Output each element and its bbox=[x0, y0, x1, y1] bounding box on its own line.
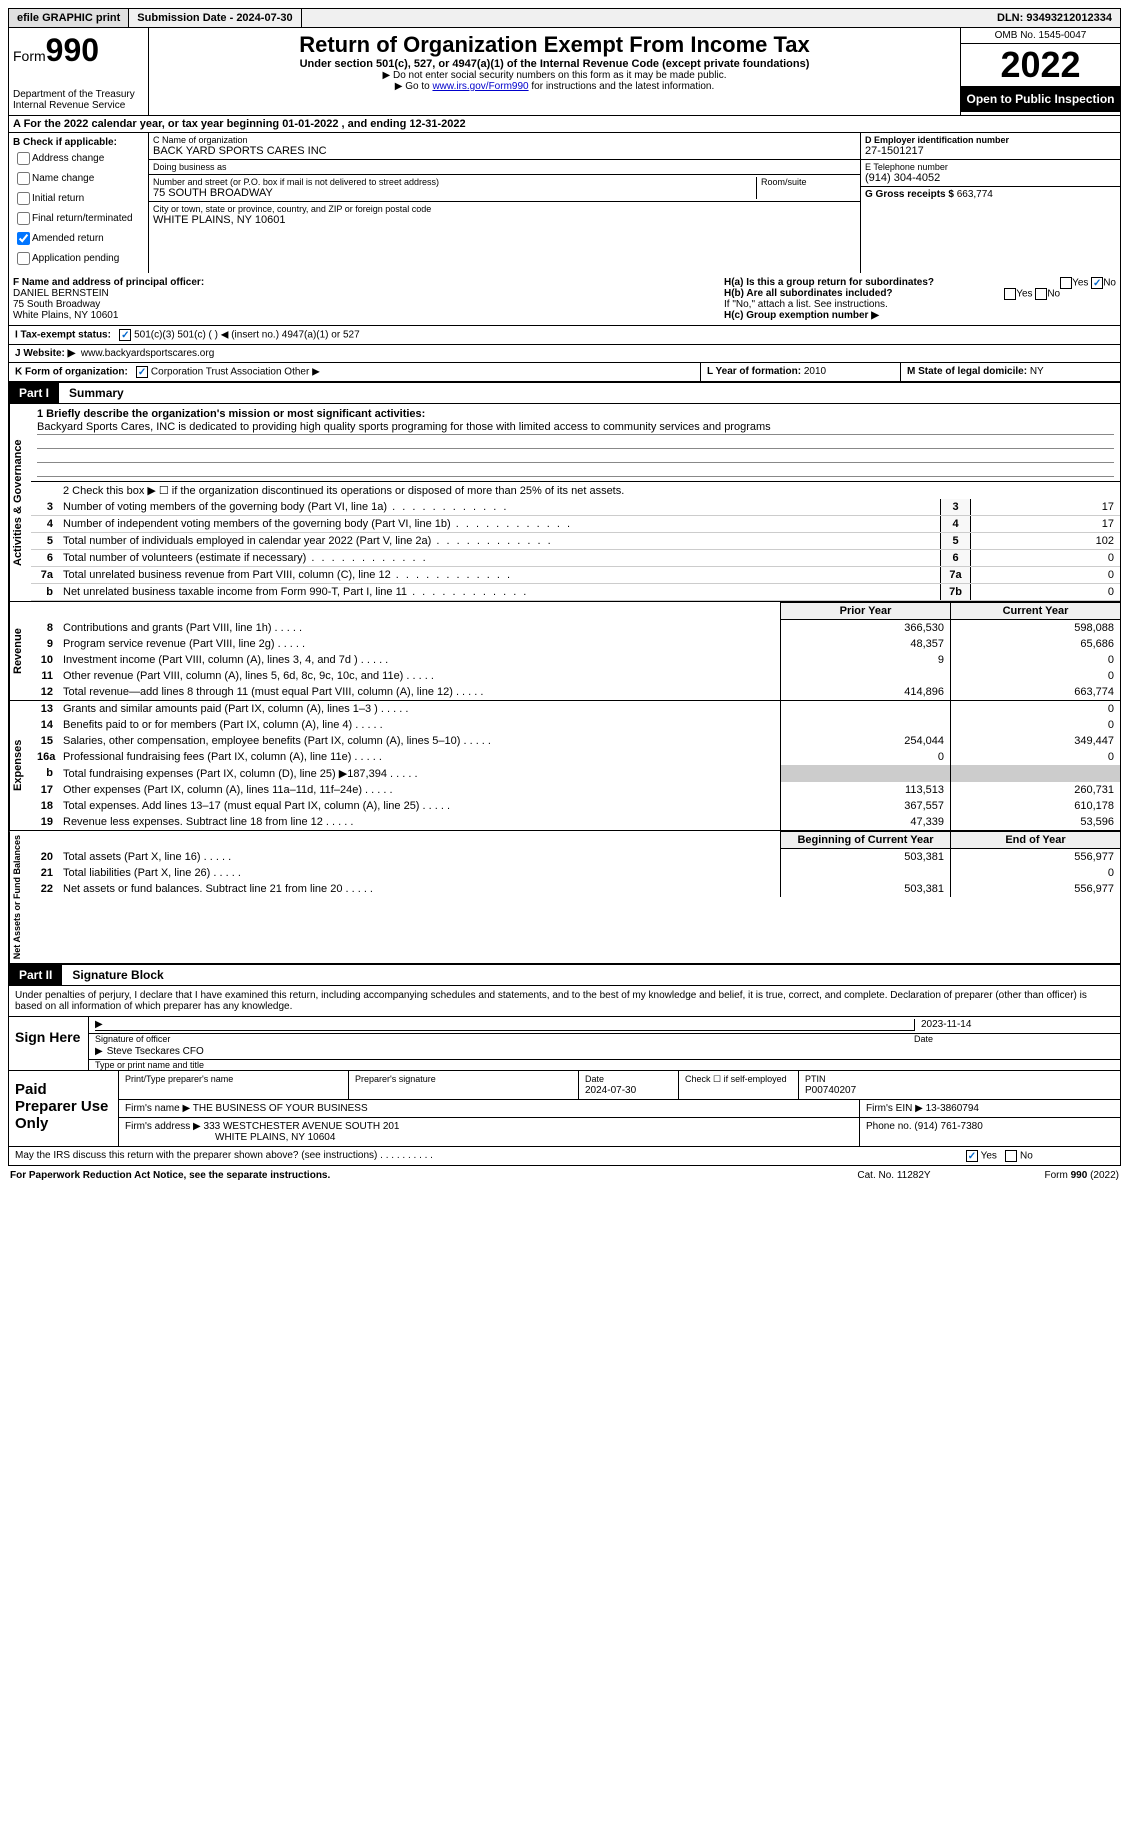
netassets-section: Net Assets or Fund Balances Beginning of… bbox=[8, 831, 1121, 964]
website-note: ▶ Go to www.irs.gov/Form990 for instruct… bbox=[153, 81, 956, 92]
firm-ein: 13-3860794 bbox=[926, 1103, 979, 1114]
section-a-tax-year: A For the 2022 calendar year, or tax yea… bbox=[8, 116, 1121, 133]
gov-line-7b: bNet unrelated business taxable income f… bbox=[31, 584, 1120, 601]
org-name: BACK YARD SPORTS CARES INC bbox=[153, 145, 856, 157]
line-15: 15Salaries, other compensation, employee… bbox=[31, 733, 1120, 749]
checkbox-application-pending[interactable]: Application pending bbox=[13, 249, 144, 268]
gov-line-4: 4Number of independent voting members of… bbox=[31, 516, 1120, 533]
street-address: 75 SOUTH BROADWAY bbox=[153, 187, 756, 199]
penalty-statement: Under penalties of perjury, I declare th… bbox=[9, 986, 1120, 1017]
part1-header: Part I Summary bbox=[8, 382, 1121, 404]
row-j: J Website: ▶ www.backyardsportscares.org bbox=[8, 345, 1121, 363]
line-8: 8Contributions and grants (Part VIII, li… bbox=[31, 620, 1120, 636]
row-klm: K Form of organization: Corporation Trus… bbox=[8, 363, 1121, 382]
ein: 27-1501217 bbox=[865, 145, 1116, 157]
gov-line-5: 5Total number of individuals employed in… bbox=[31, 533, 1120, 550]
officer-name-title: Steve Tseckares CFO bbox=[89, 1044, 1120, 1060]
box-c: C Name of organization BACK YARD SPORTS … bbox=[149, 133, 860, 273]
line-9: 9Program service revenue (Part VIII, lin… bbox=[31, 636, 1120, 652]
checkbox-amended-return[interactable]: Amended return bbox=[13, 229, 144, 248]
state-domicile: NY bbox=[1030, 366, 1044, 377]
officer-name: DANIEL BERNSTEIN bbox=[13, 288, 109, 299]
mission-text: Backyard Sports Cares, INC is dedicated … bbox=[37, 420, 1114, 435]
line-14: 14Benefits paid to or for members (Part … bbox=[31, 717, 1120, 733]
discuss-yes bbox=[966, 1150, 978, 1162]
dln: DLN: 93493212012334 bbox=[989, 9, 1120, 27]
gov-line-6: 6Total number of volunteers (estimate if… bbox=[31, 550, 1120, 567]
row-i: I Tax-exempt status: 501(c)(3) 501(c) ( … bbox=[8, 326, 1121, 345]
revenue-section: Revenue Prior Year Current Year 8Contrib… bbox=[8, 602, 1121, 701]
discuss-row: May the IRS discuss this return with the… bbox=[8, 1147, 1121, 1166]
line-21: 21Total liabilities (Part X, line 26) . … bbox=[31, 865, 1120, 881]
year-formation: 2010 bbox=[804, 366, 826, 377]
checkbox-initial-return[interactable]: Initial return bbox=[13, 189, 144, 208]
line-17: 17Other expenses (Part IX, column (A), l… bbox=[31, 782, 1120, 798]
sig-date: 2023-11-14 bbox=[921, 1019, 971, 1030]
firm-name: THE BUSINESS OF YOUR BUSINESS bbox=[193, 1103, 368, 1114]
irs-link[interactable]: www.irs.gov/Form990 bbox=[432, 81, 528, 92]
form-subtitle: Under section 501(c), 527, or 4947(a)(1)… bbox=[153, 58, 956, 70]
ha-no-check bbox=[1091, 277, 1103, 289]
part2-header: Part II Signature Block bbox=[8, 964, 1121, 986]
tax-year: 2022 bbox=[961, 44, 1120, 86]
row-f-h: F Name and address of principal officer:… bbox=[8, 273, 1121, 326]
phone: (914) 304-4052 bbox=[865, 172, 1116, 184]
line-12: 12Total revenue—add lines 8 through 11 (… bbox=[31, 684, 1120, 700]
sign-here-label: Sign Here bbox=[9, 1017, 89, 1070]
box-b: B Check if applicable: Address changeNam… bbox=[9, 133, 149, 273]
gov-line-7a: 7aTotal unrelated business revenue from … bbox=[31, 567, 1120, 584]
header-grid: B Check if applicable: Address changeNam… bbox=[8, 133, 1121, 273]
box-d: D Employer identification number 27-1501… bbox=[860, 133, 1120, 273]
signature-block: Under penalties of perjury, I declare th… bbox=[8, 986, 1121, 1071]
line-13: 13Grants and similar amounts paid (Part … bbox=[31, 701, 1120, 717]
submission-date: Submission Date - 2024-07-30 bbox=[129, 9, 301, 27]
open-inspection: Open to Public Inspection bbox=[961, 86, 1120, 112]
website: www.backyardsportscares.org bbox=[81, 348, 214, 359]
prep-date: 2024-07-30 bbox=[585, 1085, 636, 1096]
gov-line-3: 3Number of voting members of the governi… bbox=[31, 499, 1120, 516]
top-bar: efile GRAPHIC print Submission Date - 20… bbox=[8, 8, 1121, 28]
footer: For Paperwork Reduction Act Notice, see … bbox=[8, 1166, 1121, 1185]
firm-phone: (914) 761-7380 bbox=[914, 1121, 982, 1132]
form-header: Form990 Department of the Treasury Inter… bbox=[8, 28, 1121, 116]
paid-preparer: Paid Preparer Use Only Print/Type prepar… bbox=[8, 1071, 1121, 1147]
ssn-note: ▶ Do not enter social security numbers o… bbox=[153, 70, 956, 81]
dept-treasury: Department of the Treasury Internal Reve… bbox=[13, 89, 144, 111]
line-19: 19Revenue less expenses. Subtract line 1… bbox=[31, 814, 1120, 830]
line-18: 18Total expenses. Add lines 13–17 (must … bbox=[31, 798, 1120, 814]
line-22: 22Net assets or fund balances. Subtract … bbox=[31, 881, 1120, 897]
corp-check bbox=[136, 366, 148, 378]
line-b: bTotal fundraising expenses (Part IX, co… bbox=[31, 765, 1120, 782]
line-20: 20Total assets (Part X, line 16) . . . .… bbox=[31, 849, 1120, 865]
omb-number: OMB No. 1545-0047 bbox=[961, 28, 1120, 44]
line-10: 10Investment income (Part VIII, column (… bbox=[31, 652, 1120, 668]
officer-signature[interactable] bbox=[95, 1019, 914, 1031]
form-number: Form990 bbox=[13, 32, 144, 69]
line-11: 11Other revenue (Part VIII, column (A), … bbox=[31, 668, 1120, 684]
efile-print-button[interactable]: efile GRAPHIC print bbox=[9, 9, 129, 27]
activities-governance: Activities & Governance 1 Briefly descri… bbox=[8, 404, 1121, 602]
gross-receipts: 663,774 bbox=[957, 189, 993, 200]
checkbox-final-return-terminated[interactable]: Final return/terminated bbox=[13, 209, 144, 228]
line-16a: 16aProfessional fundraising fees (Part I… bbox=[31, 749, 1120, 765]
expenses-section: Expenses 13Grants and similar amounts pa… bbox=[8, 701, 1121, 831]
ptin: P00740207 bbox=[805, 1085, 856, 1096]
firm-addr: 333 WESTCHESTER AVENUE SOUTH 201 bbox=[204, 1121, 400, 1132]
checkbox-name-change[interactable]: Name change bbox=[13, 169, 144, 188]
checkbox-address-change[interactable]: Address change bbox=[13, 149, 144, 168]
501c3-check bbox=[119, 329, 131, 341]
city-state-zip: WHITE PLAINS, NY 10601 bbox=[153, 214, 856, 226]
form-title: Return of Organization Exempt From Incom… bbox=[153, 32, 956, 58]
